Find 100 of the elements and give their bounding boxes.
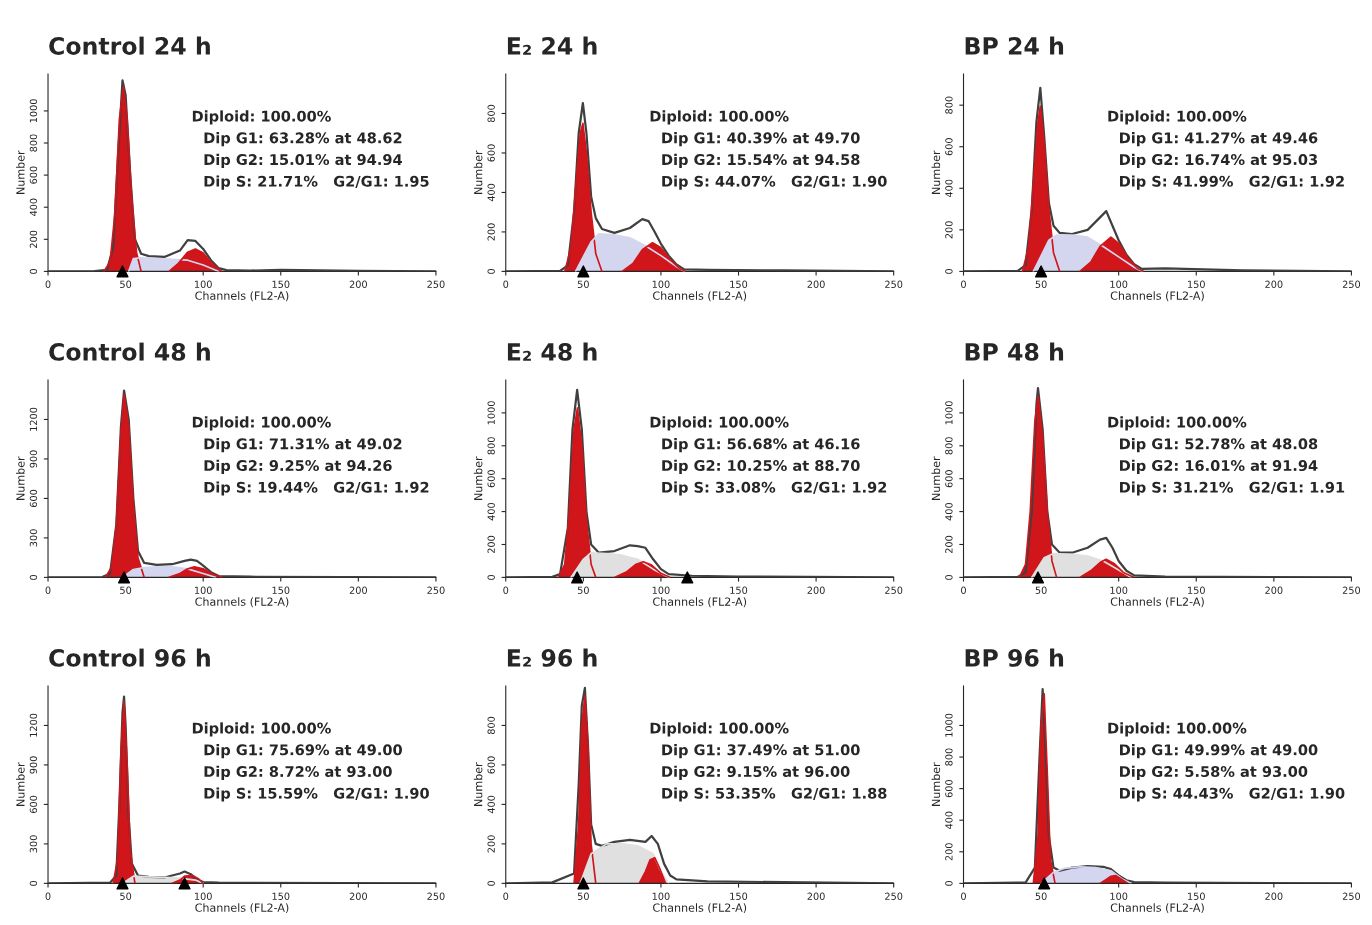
annotation: Diploid: 100.00% (650, 416, 789, 431)
x-tick-label: 150 (1188, 892, 1205, 900)
x-tick-label: 100 (1110, 586, 1128, 594)
y-tick-label: 200 (487, 835, 495, 853)
y-axis-title: Number (473, 762, 483, 806)
x-axis-title: Channels (FL2-A) (1110, 291, 1204, 302)
x-tick-label: 250 (427, 280, 445, 288)
annotation: Dip G2: 10.25% at 88.70 (662, 459, 860, 474)
y-tick-label: 400 (487, 183, 495, 202)
annotation: Diploid: 100.00% (650, 722, 789, 737)
x-tick-label: 0 (45, 280, 51, 288)
x-tick-label: 100 (652, 892, 670, 900)
y-tick-label: 400 (29, 198, 38, 217)
y-tick-label: 800 (487, 716, 495, 735)
y-tick-label: 400 (945, 502, 953, 521)
y-tick-label: 800 (487, 104, 495, 123)
x-tick-label: 0 (45, 892, 51, 900)
y-tick-label: 0 (29, 880, 38, 886)
x-tick-label: 50 (577, 586, 589, 594)
annotation: Diploid: 100.00% (1108, 722, 1247, 737)
y-tick-label: 600 (29, 489, 38, 508)
y-tick-label: 800 (29, 134, 38, 152)
x-tick-label: 150 (1188, 280, 1205, 288)
annotation: Dip G1: 71.31% at 49.02 (204, 438, 402, 453)
x-tick-label: 0 (503, 892, 509, 900)
annotation: Dip S: 41.99% G2/G1: 1.92 (1120, 175, 1344, 190)
chart-title: E₂ 96 h (507, 648, 597, 667)
y-tick-label: 900 (29, 756, 38, 774)
annotation: Diploid: 100.00% (1108, 110, 1247, 125)
annotation: Dip S: 53.35% G2/G1: 1.88 (662, 787, 887, 802)
x-tick-label: 100 (194, 892, 212, 900)
y-tick-label: 1200 (29, 407, 38, 431)
y-tick-label: 600 (945, 138, 953, 156)
x-tick-label: 250 (885, 586, 903, 594)
x-tick-label: 200 (807, 586, 825, 594)
y-tick-label: 200 (945, 843, 953, 861)
x-tick-label: 200 (1265, 586, 1283, 594)
x-tick-label: 150 (272, 280, 290, 288)
chart-title: Control 24 h (49, 36, 210, 55)
y-tick-label: 1200 (29, 713, 38, 737)
x-tick-label: 250 (1342, 892, 1361, 900)
x-tick-label: 250 (427, 586, 445, 594)
y-tick-label: 1000 (945, 713, 953, 737)
y-tick-label: 400 (487, 502, 495, 521)
annotation: Dip G2: 9.15% at 96.00 (662, 765, 850, 780)
y-tick-label: 200 (487, 223, 495, 241)
chart-title: BP 24 h (965, 36, 1064, 55)
x-tick-label: 250 (885, 892, 903, 900)
y-tick-label: 600 (945, 470, 953, 488)
x-tick-label: 100 (652, 586, 670, 594)
annotation: Dip S: 33.08% G2/G1: 1.92 (662, 481, 887, 496)
y-tick-label: 800 (945, 748, 953, 766)
annotation: Dip S: 44.07% G2/G1: 1.90 (662, 175, 887, 190)
y-tick-label: 1000 (487, 401, 495, 425)
annotation: Dip S: 21.71% G2/G1: 1.95 (204, 175, 429, 190)
y-tick-label: 600 (29, 795, 38, 814)
y-tick-label: 200 (945, 221, 953, 239)
y-axis-title: Number (16, 150, 25, 194)
x-tick-label: 0 (503, 280, 509, 288)
annotation: Diploid: 100.00% (192, 416, 331, 431)
x-tick-label: 250 (885, 280, 903, 288)
y-tick-label: 400 (945, 811, 953, 830)
y-axis-title: Number (473, 456, 483, 500)
annotation: Dip G2: 5.58% at 93.00 (1120, 765, 1308, 780)
x-tick-label: 100 (1110, 280, 1128, 288)
y-tick-label: 300 (29, 835, 38, 853)
y-tick-label: 0 (29, 574, 38, 580)
y-tick-label: 0 (945, 268, 953, 274)
x-tick-label: 50 (120, 280, 132, 288)
x-tick-label: 200 (807, 280, 825, 288)
x-axis-title: Channels (FL2-A) (195, 291, 289, 302)
x-tick-label: 150 (730, 586, 748, 594)
annotation: Dip G2: 8.72% at 93.00 (204, 765, 392, 780)
chart-title: Control 48 h (49, 342, 210, 361)
y-tick-label: 0 (29, 268, 38, 274)
x-tick-label: 150 (272, 892, 290, 900)
x-tick-label: 150 (730, 892, 748, 900)
annotation: Diploid: 100.00% (192, 722, 331, 737)
chart-title: E₂ 24 h (507, 36, 597, 55)
x-tick-label: 0 (961, 586, 966, 594)
x-tick-label: 150 (730, 280, 748, 288)
x-tick-label: 0 (45, 586, 51, 594)
y-tick-label: 600 (487, 756, 495, 774)
x-tick-label: 0 (961, 892, 966, 900)
x-tick-label: 250 (1342, 586, 1361, 594)
annotation: Dip G2: 16.01% at 91.94 (1120, 459, 1318, 474)
x-tick-label: 200 (807, 892, 825, 900)
x-tick-label: 200 (349, 586, 367, 594)
annotation: Dip G2: 15.54% at 94.58 (662, 153, 860, 168)
y-tick-label: 600 (487, 470, 495, 488)
x-axis-title: Channels (FL2-A) (653, 291, 747, 302)
y-tick-label: 0 (487, 268, 495, 274)
y-tick-label: 400 (487, 795, 495, 814)
x-tick-label: 50 (1035, 892, 1047, 900)
annotation: Dip S: 15.59% G2/G1: 1.90 (204, 787, 429, 802)
x-tick-label: 100 (1110, 892, 1128, 900)
annotation: Dip G2: 15.01% at 94.94 (204, 153, 402, 168)
x-tick-label: 50 (577, 280, 589, 288)
y-tick-label: 0 (945, 574, 953, 580)
x-tick-label: 100 (194, 586, 212, 594)
